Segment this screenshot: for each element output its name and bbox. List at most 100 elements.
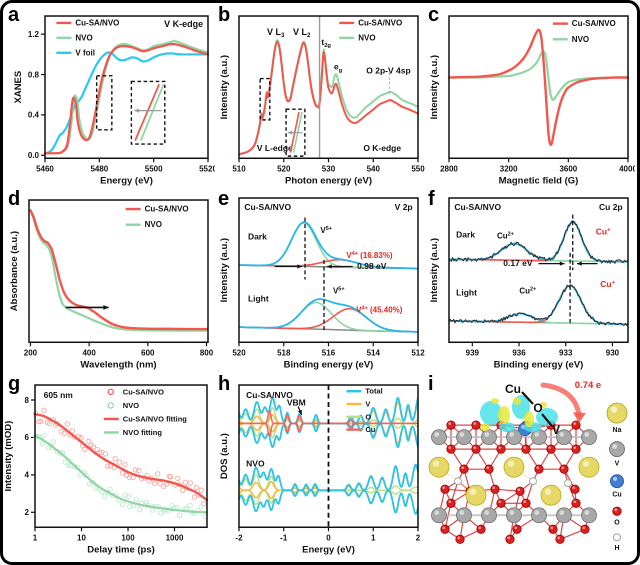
svg-text:800: 800 [200,349,214,358]
panel-f: f 939 936 933 930 Binding energy (eV) Intensi… [425,189,635,374]
svg-text:516: 516 [322,349,336,358]
svg-text:Cu-SA/NVO: Cu-SA/NVO [123,387,164,396]
svg-text:H: H [614,544,619,551]
svg-text:550: 550 [411,164,425,173]
svg-text:4000: 4000 [619,164,635,173]
legend: Total VO Cu [346,386,383,434]
svg-text:Intensity (a.u.): Intensity (a.u.) [219,238,230,302]
svg-text:Dark: Dark [456,230,475,240]
panel-letter-d: d [8,188,21,211]
svg-text:V L-edge: V L-edge [257,143,293,153]
plot-h: -2 -1 0 1 2 Energy (eV) DOS (a.u.) Cu-SA/NVO NVO… [219,384,421,555]
svg-text:Intensity (a.u.): Intensity (a.u.) [429,238,440,302]
svg-text:DOS (a.u.): DOS (a.u.) [219,433,230,479]
svg-text:Na: Na [613,427,622,434]
svg-text:Cu2+: Cu2+ [519,287,536,296]
svg-text:Binding energy (eV): Binding energy (eV) [284,360,374,371]
svg-text:514: 514 [367,349,381,358]
panel-letter-b: b [218,4,231,26]
svg-text:512: 512 [411,349,425,358]
svg-text:Light: Light [248,294,269,304]
plot-f: 939 936 933 930 Binding energy (eV) Intensity… [429,202,629,371]
svg-text:V foil: V foil [75,48,95,57]
chart-dos: -2 -1 0 1 2 Energy (eV) DOS (a.u.) Cu-SA/NVO NVO… [219,383,421,555]
series-nvo-fitting [33,434,209,514]
legend: Cu-SA/NVO NVO [552,19,616,44]
svg-text:Total: Total [365,386,382,395]
plot-a: 5460 5480 5500 5520 0.0 0.4 0.8 1.2 Energy (eV) X… [13,18,215,186]
svg-text:0.98 eV: 0.98 eV [357,261,387,271]
plot-b: 510 520 530 540 550 Photon energy (eV) Intensi… [219,16,425,186]
svg-text:2: 2 [416,533,421,542]
svg-text:3200: 3200 [500,164,518,173]
svg-text:V5+: V5+ [320,226,332,235]
panel-g: g 1 10 100 1000 2 4 6 8 Delay time (ps) Intensity… [5,374,215,559]
panel-letter-e: e [218,188,230,211]
svg-text:605 nm: 605 nm [44,390,74,400]
structure-legend: Na V Cu O H [606,402,628,551]
svg-text:V: V [552,423,560,437]
svg-text:V4+ (16.83%): V4+ (16.83%) [346,252,393,261]
plot-c: 2800 3200 3600 4000 Magnetic field (G) Intens… [429,19,635,186]
svg-text:Light: Light [456,288,477,298]
series-cusa-total-dn [238,422,419,448]
svg-text:Cu-SA/NVO: Cu-SA/NVO [246,390,293,400]
svg-text:510: 510 [232,164,246,173]
svg-text:Cu-SA/NVO: Cu-SA/NVO [358,18,402,27]
svg-text:Wavelength (nm): Wavelength (nm) [80,360,156,371]
svg-text:520: 520 [277,164,291,173]
svg-text:Dark: Dark [248,232,267,242]
series-light-envelope [238,298,419,334]
svg-text:530: 530 [322,164,336,173]
svg-text:8: 8 [25,395,30,404]
svg-text:Intensity (a.u.): Intensity (a.u.) [219,55,230,119]
svg-text:939: 939 [466,349,480,358]
svg-text:V: V [615,460,620,467]
svg-text:10: 10 [77,533,86,542]
plot-d: 200 400 600 800 Wavelength (nm) Absorbance (a… [9,205,214,371]
panel-d: d 200 400 600 800 Wavelength (nm) Absorbance … [5,188,215,374]
svg-text:O 2p-V 4sp: O 2p-V 4sp [366,65,410,75]
legend: Cu-SA/NVO NVO V foil [56,18,119,57]
panel-a: a 5460 5480 5500 5520 0.0 0.4 0.8 1.2 Energy (eV… [5,5,215,190]
svg-text:V 2p: V 2p [395,202,413,212]
svg-text:5480: 5480 [90,164,108,173]
series-light-raw [448,284,629,327]
panel-e: e 520 518 516 514 512 Binding energy (eV) Inte… [215,188,425,374]
svg-text:O: O [533,401,542,415]
svg-text:0.8: 0.8 [28,70,40,79]
svg-text:0: 0 [326,533,331,542]
svg-text:Delay time (ps): Delay time (ps) [87,544,155,555]
chart-xanes: 5460 5480 5500 5520 0.0 0.4 0.8 1.2 Energy (eV) X… [13,15,215,186]
panel-b: b 510 520 530 540 550 Photon energy (eV) Inten… [215,4,425,190]
series-nvo-total-up [238,463,419,491]
svg-text:NVO: NVO [123,401,139,410]
svg-text:520: 520 [232,349,246,358]
svg-text:4: 4 [25,470,30,479]
svg-text:V L3: V L3 [267,27,285,39]
svg-text:Cu: Cu [505,382,521,396]
svg-text:VBM: VBM [287,397,306,407]
svg-text:5520: 5520 [199,164,215,173]
svg-text:NVO: NVO [145,221,162,230]
panel-c: c 2800 3200 3600 4000 Magnetic field (G) Inte… [425,5,635,190]
series-dark-envelope [448,221,629,263]
svg-text:Cu-SA/NVO: Cu-SA/NVO [454,202,501,212]
svg-text:NVO fitting: NVO fitting [123,428,163,437]
svg-text:Cu-SA/NVO: Cu-SA/NVO [572,19,616,28]
svg-text:930: 930 [606,349,620,358]
legend: Cu-SA/NVO NVO [339,18,402,42]
svg-text:518: 518 [277,349,291,358]
svg-text:Cu-SA/NVO: Cu-SA/NVO [75,18,119,27]
svg-text:100: 100 [121,533,135,542]
svg-text:Cu 2p: Cu 2p [599,202,623,212]
legend: Cu-SA/NVO NVO Cu-SA/NVO fitting NVO fitting [103,387,187,437]
svg-text:O: O [365,412,371,421]
chart-epr: 2800 3200 3600 4000 Magnetic field (G) Intens… [429,15,635,186]
svg-text:1: 1 [33,533,38,542]
legend: Cu-SA/NVO NVO [125,205,189,230]
chart-uvvis: 200 400 600 800 Wavelength (nm) Absorbance (a… [9,199,214,371]
svg-text:Cu: Cu [365,425,375,434]
